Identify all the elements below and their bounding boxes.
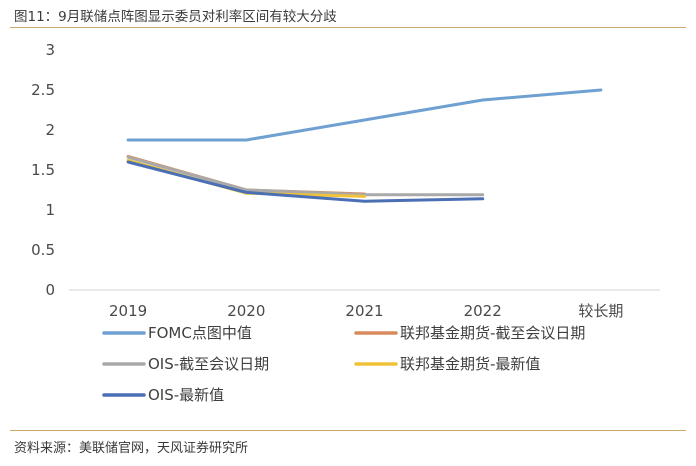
y-tick-label: 0	[45, 281, 55, 299]
legend-label: OIS-截至会议日期	[148, 355, 269, 373]
y-tick-label: 3	[45, 41, 55, 59]
top-divider	[10, 27, 686, 28]
y-tick-label: 0.5	[31, 241, 55, 259]
series-line-5	[126, 160, 485, 203]
y-tick-label: 2	[45, 121, 55, 139]
y-tick-label: 1.5	[31, 161, 55, 179]
x-tick-label: 2021	[345, 302, 383, 320]
legend: FOMC点图中值 联邦基金期货-截至会议日期 OIS-截至会议日期 联邦基金期货-最新…	[102, 324, 585, 404]
series-line-1	[126, 88, 603, 142]
legend-label: 联邦基金期货-截至会议日期	[400, 324, 585, 342]
x-tick-label: 较长期	[578, 302, 623, 320]
legend-label: FOMC点图中值	[148, 324, 252, 342]
legend-item-5: OIS-最新值	[102, 386, 224, 404]
x-tick-label: 2020	[227, 302, 265, 320]
legend-item-1: FOMC点图中值	[102, 324, 252, 342]
series-line-2	[126, 154, 366, 196]
y-axis: 0 0.5 1 1.5 2 2.5 3	[31, 41, 55, 299]
legend-item-2: 联邦基金期货-截至会议日期	[354, 324, 585, 342]
series-lines	[126, 88, 603, 203]
bottom-divider	[10, 430, 686, 431]
source-note: 资料来源：美联储官网，天风证券研究所	[14, 441, 249, 456]
legend-label: OIS-最新值	[148, 386, 224, 404]
y-tick-label: 1	[45, 201, 55, 219]
x-tick-label: 2019	[109, 302, 147, 320]
x-tick-label: 2022	[464, 302, 502, 320]
legend-item-3: OIS-截至会议日期	[102, 355, 269, 373]
legend-item-4: 联邦基金期货-最新值	[354, 355, 540, 373]
chart-title: 图11：9月联储点阵图显示委员对利率区间有较大分歧	[14, 9, 337, 25]
legend-label: 联邦基金期货-最新值	[400, 355, 540, 373]
y-tick-label: 2.5	[31, 81, 55, 99]
x-axis: 2019 2020 2021 2022 较长期	[109, 302, 623, 320]
series-line-3	[126, 155, 485, 197]
